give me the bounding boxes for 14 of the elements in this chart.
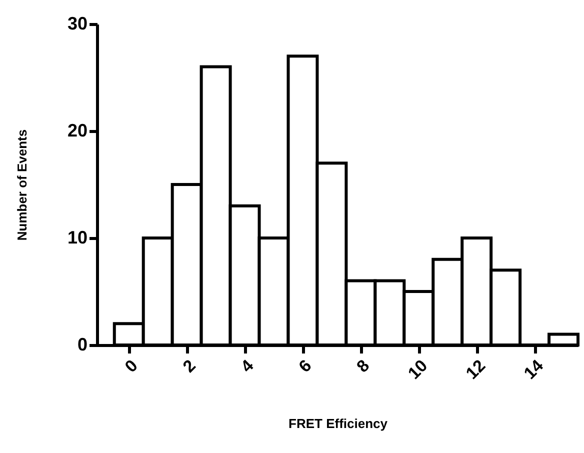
y-tick-label: 20 <box>67 120 88 140</box>
y-tick-label: 0 <box>77 334 88 354</box>
x-tick-label: 8 <box>353 356 374 376</box>
x-axis-title: FRET Efficiency <box>288 416 388 432</box>
x-tick-label: 2 <box>179 356 200 376</box>
x-tick-label: 12 <box>462 356 490 383</box>
y-tick-label: 10 <box>67 228 88 248</box>
x-tick-label: 10 <box>404 356 432 383</box>
y-axis-title: Number of Events <box>14 129 30 241</box>
x-tick-label: 0 <box>121 356 142 376</box>
x-tick-label: 4 <box>237 356 258 376</box>
x-tick-label: 14 <box>520 356 548 383</box>
x-tick-label: 6 <box>295 356 316 376</box>
y-tick-label: 30 <box>67 14 88 34</box>
